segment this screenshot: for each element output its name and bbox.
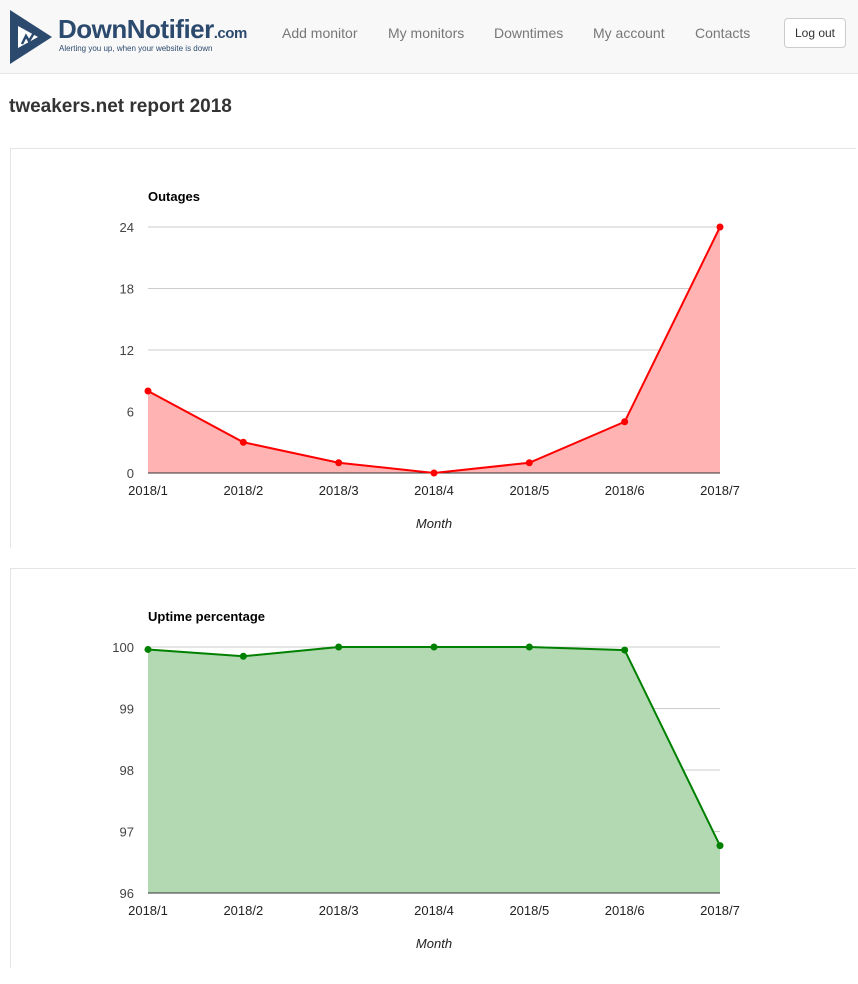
- y-tick-label: 6: [127, 405, 134, 420]
- data-point: [716, 842, 724, 850]
- y-tick-label: 100: [112, 640, 134, 655]
- data-point: [621, 418, 629, 426]
- x-tick-label: 2018/2: [223, 483, 263, 498]
- area-fill: [148, 647, 720, 893]
- y-tick-label: 97: [120, 825, 134, 840]
- data-point: [621, 646, 629, 654]
- chart-title: Uptime percentage: [148, 609, 265, 624]
- nav-add-monitor[interactable]: Add monitor: [282, 25, 358, 41]
- x-tick-label: 2018/1: [128, 483, 168, 498]
- data-point: [239, 652, 247, 660]
- play-logo-icon: [10, 10, 52, 64]
- nav-my-account[interactable]: My account: [593, 25, 665, 41]
- y-tick-label: 99: [120, 702, 134, 717]
- x-tick-label: 2018/2: [223, 903, 263, 918]
- uptime-chart: Uptime percentage 96 97 98 99 100 2018/1 2018/2…: [112, 609, 740, 951]
- uptime-chart-panel: Uptime percentage 96 97 98 99 100 2018/1 2018/2…: [10, 568, 856, 968]
- area-fill: [148, 227, 720, 473]
- logout-button[interactable]: Log out: [784, 18, 846, 48]
- x-tick-label: 2018/3: [319, 483, 359, 498]
- y-tick-label: 18: [120, 282, 134, 297]
- logo[interactable]: DownNotifier.com Alerting you up, when y…: [8, 8, 273, 66]
- y-tick-label: 96: [120, 886, 134, 901]
- x-tick-label: 2018/3: [319, 903, 359, 918]
- data-point: [525, 643, 533, 651]
- data-point: [430, 643, 438, 651]
- y-tick-label: 12: [120, 343, 134, 358]
- x-tick-label: 2018/6: [605, 903, 645, 918]
- data-point: [144, 387, 152, 395]
- tagline: Alerting you up, when your website is do…: [59, 44, 213, 53]
- outages-chart-panel: Outages 0 6 12 18 24 2018/1 2018/2 2018/3 2018/4 2…: [10, 148, 856, 548]
- page-title: tweakers.net report 2018: [9, 96, 232, 117]
- y-tick-label: 98: [120, 763, 134, 778]
- navbar: DownNotifier.com Alerting you up, when y…: [0, 0, 858, 74]
- brand-name: DownNotifier.com: [58, 14, 247, 44]
- x-tick-label: 2018/1: [128, 903, 168, 918]
- x-tick-label: 2018/5: [509, 903, 549, 918]
- nav-downtimes[interactable]: Downtimes: [494, 25, 564, 41]
- x-axis-title: Month: [416, 936, 452, 951]
- outages-chart: Outages 0 6 12 18 24 2018/1 2018/2 2018/3 2018/4 2…: [120, 189, 740, 531]
- x-tick-label: 2018/5: [509, 483, 549, 498]
- nav-contacts[interactable]: Contacts: [695, 25, 751, 41]
- nav-my-monitors[interactable]: My monitors: [388, 25, 465, 41]
- x-tick-label: 2018/4: [414, 903, 454, 918]
- y-tick-label: 0: [127, 466, 134, 481]
- data-point: [716, 223, 724, 231]
- chart-title: Outages: [148, 189, 200, 204]
- y-tick-label: 24: [120, 220, 134, 235]
- data-point: [525, 459, 533, 467]
- data-point: [430, 469, 438, 477]
- data-point: [239, 438, 247, 446]
- x-tick-label: 2018/4: [414, 483, 454, 498]
- data-point: [335, 459, 343, 467]
- x-tick-label: 2018/6: [605, 483, 645, 498]
- x-tick-label: 2018/7: [700, 903, 740, 918]
- data-point: [144, 645, 152, 653]
- x-axis-title: Month: [416, 516, 452, 531]
- data-point: [335, 643, 343, 651]
- x-tick-label: 2018/7: [700, 483, 740, 498]
